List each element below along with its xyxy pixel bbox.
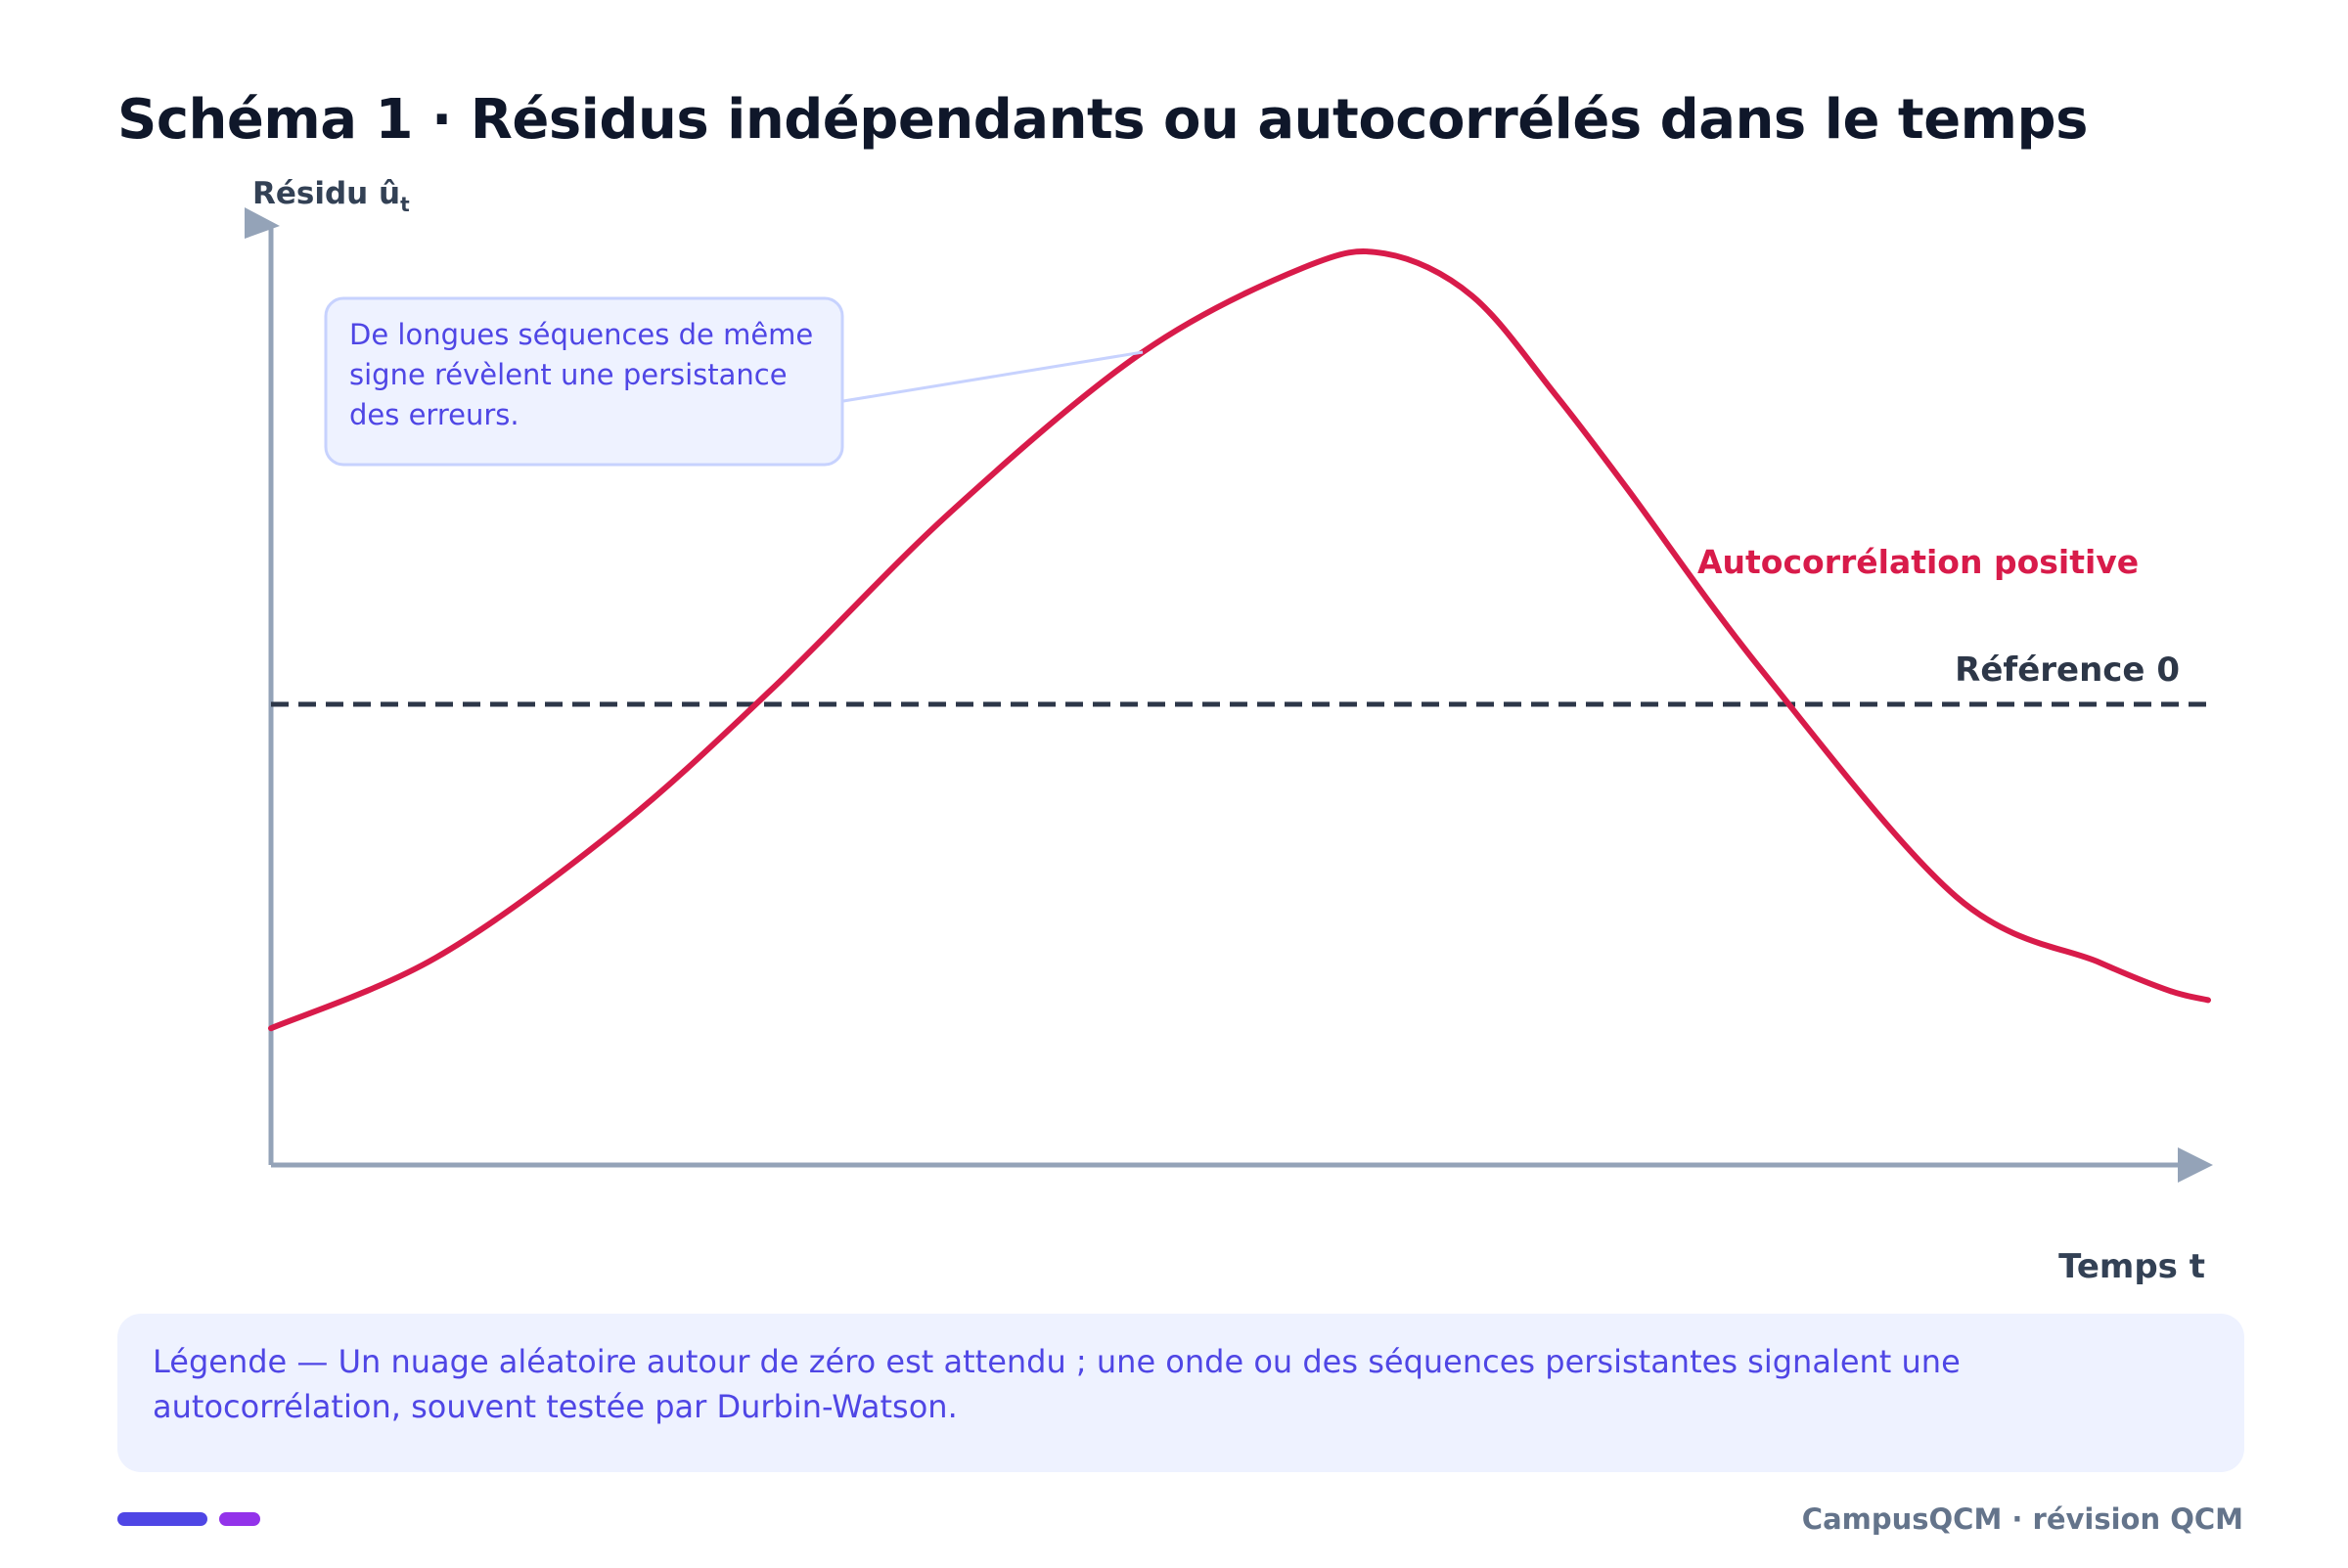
y-axis-label: Résidu ût	[252, 176, 410, 216]
callout-line-1: De longues séquences de même	[349, 318, 813, 351]
chart: Résidu ût Temps t Référence 0 Autocorrél…	[245, 176, 2213, 1286]
x-axis-arrow-icon	[2178, 1147, 2213, 1183]
callout-box	[324, 296, 844, 467]
callout-leader-line	[842, 350, 1144, 403]
y-axis-arrow-icon	[245, 207, 280, 239]
legend-box: Légende — Un nuage aléatoire autour de z…	[117, 1314, 2244, 1472]
callout-text: De longues séquences de même signe révèl…	[349, 318, 822, 431]
x-axis-label: Temps t	[2058, 1247, 2205, 1286]
series-label: Autocorrélation positive	[1697, 543, 2139, 581]
decorative-pill-secondary	[219, 1512, 260, 1526]
reference-label: Référence 0	[1955, 650, 2180, 690]
callout-line-2: signe révèlent une persistance	[349, 358, 788, 391]
callout-line-3: des erreurs.	[349, 398, 519, 431]
legend-text: Légende — Un nuage aléatoire autour de z…	[153, 1343, 1961, 1425]
decorative-pill-primary	[117, 1512, 207, 1526]
page-title: Schéma 1 · Résidus indépendants ou autoc…	[117, 88, 2088, 152]
series-line	[268, 248, 2211, 1032]
footer-brand: CampusQCM · révision QCM	[1801, 1502, 2243, 1536]
